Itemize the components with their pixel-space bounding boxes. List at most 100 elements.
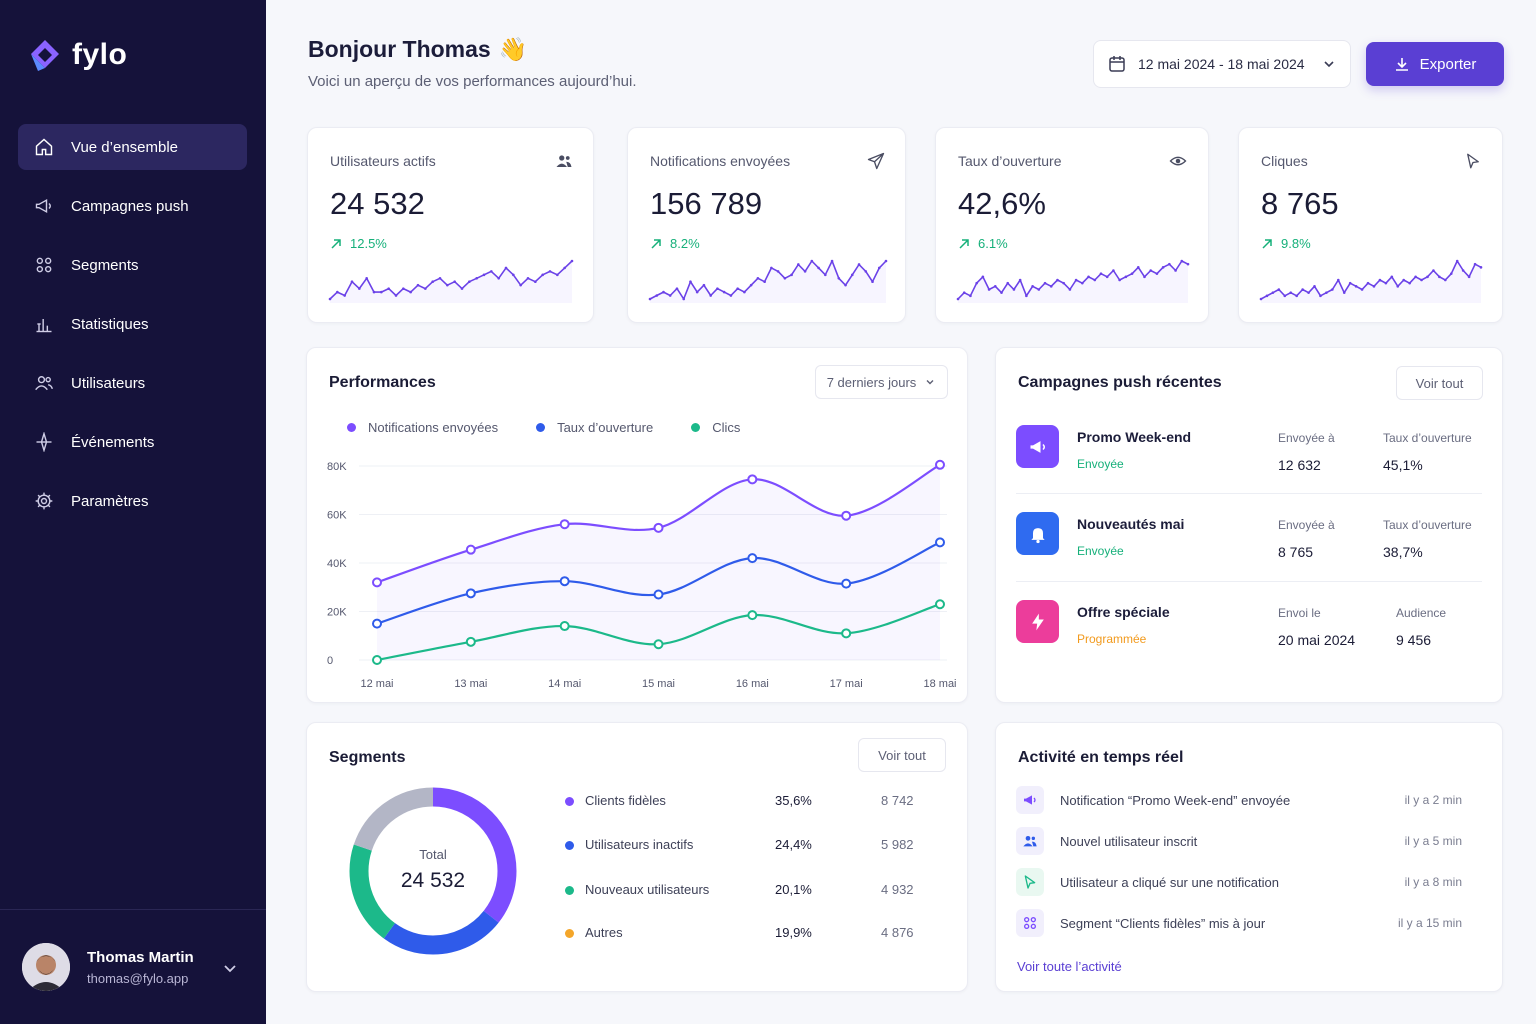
sparkline-point xyxy=(716,287,719,290)
sparkline-point xyxy=(1087,275,1090,279)
trend-up-icon xyxy=(651,238,661,249)
segment-color-dot xyxy=(565,886,574,895)
activity-item[interactable]: Nouvel utilisateur inscrit il y a 5 min xyxy=(1016,827,1472,857)
data-point[interactable] xyxy=(465,636,476,647)
segment-percent: 19,9% xyxy=(775,925,812,940)
chevron-down-icon[interactable] xyxy=(222,960,238,976)
see-all-activity-link[interactable]: Voir toute l’activité xyxy=(1017,959,1122,974)
data-point[interactable] xyxy=(372,655,382,665)
export-button[interactable]: Exporter xyxy=(1366,42,1504,86)
data-point[interactable] xyxy=(559,519,570,530)
data-point[interactable] xyxy=(935,459,945,470)
sparkline-point xyxy=(736,287,739,290)
data-point[interactable] xyxy=(465,588,476,599)
campaigns-card: Campagnes push récentes Voir tout Promo … xyxy=(995,347,1503,703)
data-point[interactable] xyxy=(559,576,570,587)
sparkline-point xyxy=(460,287,464,290)
data-point[interactable] xyxy=(747,610,758,621)
sparkline-point xyxy=(482,273,486,277)
sparkline-point xyxy=(1043,281,1047,285)
sparkline-point xyxy=(1402,278,1406,282)
sparkline-point xyxy=(1081,281,1084,285)
donut-segment[interactable] xyxy=(349,787,517,955)
calendar-icon xyxy=(1109,56,1125,72)
sparkline-point xyxy=(372,290,376,294)
cursor-icon xyxy=(1467,153,1479,169)
data-point[interactable] xyxy=(372,577,382,588)
app-logo[interactable]: fylo xyxy=(28,38,127,72)
sparkline-area xyxy=(958,261,1188,303)
data-point[interactable] xyxy=(935,537,945,548)
sidebar-item-users[interactable]: Utilisateurs xyxy=(18,360,247,406)
performance-title: Performances xyxy=(329,374,436,391)
kpi-sparkline xyxy=(956,259,1190,303)
campaign-name: Offre spéciale xyxy=(1077,604,1170,620)
activity-text: Notification “Promo Week-end” envoyée xyxy=(1060,793,1291,808)
sparkline-point xyxy=(1455,259,1459,263)
activity-item[interactable]: Segment “Clients fidèles” mis à jour il … xyxy=(1016,909,1472,939)
data-point[interactable] xyxy=(841,578,852,589)
data-point[interactable] xyxy=(653,589,664,600)
sparkline-point xyxy=(682,297,686,301)
sidebar-item-events[interactable]: Événements xyxy=(18,419,247,465)
see-all-campaigns-button[interactable]: Voir tout xyxy=(1396,366,1483,400)
sparkline-point xyxy=(1118,278,1121,282)
data-point[interactable] xyxy=(747,474,758,485)
campaign-status: Envoyée xyxy=(1077,457,1124,471)
sparkline-point xyxy=(1372,285,1376,288)
data-point[interactable] xyxy=(747,553,758,564)
donut-total-value: 24 532 xyxy=(400,869,466,892)
see-all-segments-button[interactable]: Voir tout xyxy=(858,738,946,772)
kpi-label: Cliques xyxy=(1261,153,1308,169)
sparkline-point xyxy=(1390,275,1394,279)
sparkline-line xyxy=(329,260,573,300)
sparkline-point xyxy=(722,290,726,294)
sparkline-point xyxy=(438,276,442,280)
data-point[interactable] xyxy=(559,621,570,632)
kpi-value: 8 765 xyxy=(1261,186,1339,221)
campaigns-title: Campagnes push récentes xyxy=(1018,374,1222,391)
sidebar-item-segments[interactable]: Segments xyxy=(18,242,247,288)
sparkline-point xyxy=(556,273,559,277)
activity-item[interactable]: Utilisateur a cliqué sur une notificatio… xyxy=(1016,868,1472,898)
user-profile[interactable]: Thomas Martin thomas@fylo.app xyxy=(0,909,266,1024)
user-name: Thomas Martin xyxy=(87,948,194,966)
range-select[interactable]: 7 derniers jours xyxy=(815,365,948,399)
campaign-row[interactable]: Offre spéciale Programmée Envoi le 20 ma… xyxy=(1016,600,1482,688)
data-point[interactable] xyxy=(372,618,382,629)
sparkline-point xyxy=(416,283,420,287)
campaign-row[interactable]: Nouveautés mai Envoyée Envoyée à 8 765 T… xyxy=(1016,512,1482,600)
see-all-label: Voir tout xyxy=(878,747,926,763)
data-point[interactable] xyxy=(841,510,852,521)
data-point[interactable] xyxy=(465,544,476,555)
sidebar-item-statistics[interactable]: Statistiques xyxy=(18,301,247,347)
data-point[interactable] xyxy=(841,628,852,639)
data-point[interactable] xyxy=(653,639,664,650)
sidebar-item-overview[interactable]: Vue d’ensemble xyxy=(18,124,247,170)
kpi-card-clicks: Cliques 8 765 9.8% xyxy=(1238,127,1503,323)
performance-card: Performances 7 derniers jours Notificati… xyxy=(306,347,968,703)
y-tick-label: 40K xyxy=(327,558,347,570)
kpi-card-notifications: Notifications envoyées 156 789 8.2% xyxy=(627,127,906,323)
segment-name: Clients fidèles xyxy=(585,793,666,808)
campaign-row[interactable]: Promo Week-end Envoyée Envoyée à 12 632 … xyxy=(1016,425,1482,513)
sparkline-point xyxy=(1378,278,1382,282)
y-tick-label: 0 xyxy=(327,655,333,667)
kpi-trend: 9.8% xyxy=(1261,236,1311,251)
y-tick-label: 60K xyxy=(327,510,347,522)
data-point[interactable] xyxy=(653,522,664,533)
donut-segment[interactable] xyxy=(349,787,517,955)
sidebar-item-settings[interactable]: Paramètres xyxy=(18,478,247,524)
sidebar-item-campaigns[interactable]: Campagnes push xyxy=(18,183,247,229)
date-range-picker[interactable]: 12 mai 2024 - 18 mai 2024 xyxy=(1093,40,1351,88)
activity-item[interactable]: Notification “Promo Week-end” envoyée il… xyxy=(1016,786,1472,816)
greeting-text: Bonjour Thomas xyxy=(308,36,491,62)
sparkline-point xyxy=(1000,291,1003,294)
donut-segment[interactable] xyxy=(349,787,517,955)
data-point[interactable] xyxy=(935,599,945,610)
x-tick-label: 13 mai xyxy=(454,678,487,690)
sparkline-point xyxy=(817,266,820,270)
sparkline-point xyxy=(668,294,672,297)
trend-up-icon xyxy=(1262,238,1272,249)
sparkline-point xyxy=(1174,269,1177,272)
